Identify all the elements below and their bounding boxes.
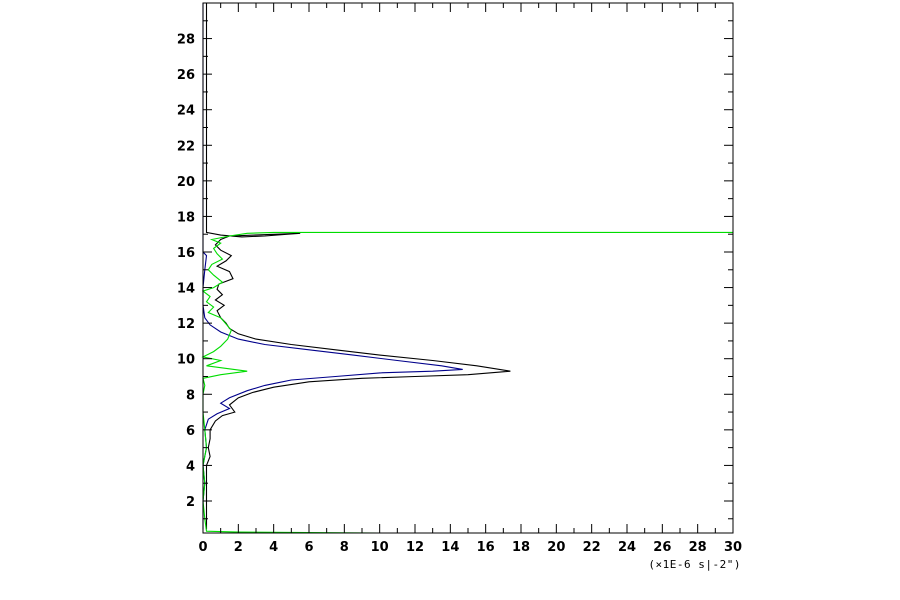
series-line-2 [202, 3, 463, 530]
y-tick-label: 8 [186, 388, 195, 403]
x-axis-unit-label: (×1E-6 s|-2") [648, 558, 741, 571]
x-tick-label: 12 [406, 540, 424, 555]
x-tick-label: 8 [340, 540, 349, 555]
x-tick-label: 4 [269, 540, 278, 555]
y-tick-label: 24 [177, 104, 195, 119]
series-layer [201, 3, 733, 534]
y-tick-label: 10 [177, 353, 195, 368]
x-tick-label: 28 [689, 540, 707, 555]
y-tick-label: 22 [177, 139, 195, 154]
y-tick-label: 18 [177, 210, 195, 225]
y-tick-label: 6 [186, 424, 195, 439]
x-tick-label: 2 [234, 540, 243, 555]
x-tick-label: 14 [441, 540, 459, 555]
plot-frame [202, 2, 734, 534]
y-tick-label: 16 [177, 246, 195, 261]
labels-layer: 0 2 4 6 8 10 12 14 16 18 20 22 24 26 28 302468101214161… [177, 33, 742, 555]
y-tick-label: 20 [177, 175, 195, 190]
x-tick-label: 0 [198, 540, 207, 555]
x-tick-label: 20 [547, 540, 565, 555]
x-tick-label: 26 [653, 540, 671, 555]
x-tick-label: 24 [618, 540, 636, 555]
series-line-1 [205, 3, 511, 530]
x-tick-label: 10 [371, 540, 389, 555]
y-tick-label: 12 [177, 317, 195, 332]
x-tick-label: 16 [477, 540, 495, 555]
x-tick-label: 6 [304, 540, 313, 555]
y-tick-label: 14 [177, 282, 195, 297]
y-tick-label: 4 [186, 459, 195, 474]
y-tick-label: 26 [177, 68, 195, 83]
axes-layer [202, 2, 734, 534]
series-line-3 [201, 231, 733, 534]
x-tick-label: 22 [583, 540, 601, 555]
y-tick-label: 2 [186, 495, 195, 510]
y-tick-label: 28 [177, 33, 195, 48]
x-tick-label: 30 [724, 540, 742, 555]
x-tick-label: 18 [512, 540, 530, 555]
